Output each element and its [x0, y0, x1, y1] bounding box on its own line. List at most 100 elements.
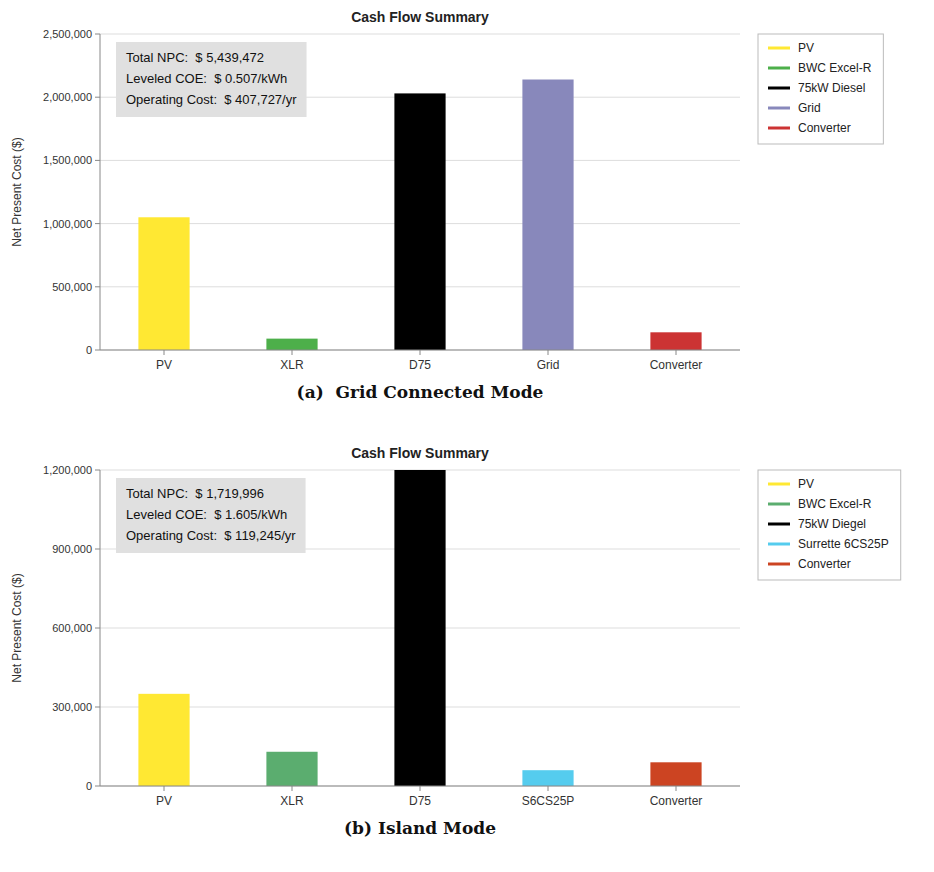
y-tick-label: 1,000,000: [43, 218, 92, 230]
annotation-text: Total NPC: $ 1,719,996: [126, 486, 264, 501]
bar: [138, 694, 189, 786]
y-tick: [95, 160, 100, 161]
bar: [394, 93, 445, 350]
y-tick-label: 300,000: [52, 701, 92, 713]
legend-label: Surrette 6CS25P: [798, 537, 889, 551]
legend-label: Converter: [798, 557, 851, 571]
legend-swatch: [768, 127, 790, 130]
bars: [138, 80, 701, 350]
legend-label: PV: [798, 477, 814, 491]
legend-label: 75kW Diegel: [798, 517, 866, 531]
y-tick: [95, 707, 100, 708]
y-tick: [95, 97, 100, 98]
x-tick: [548, 350, 549, 355]
y-tick-label: 2,500,000: [43, 28, 92, 40]
x-tick: [676, 786, 677, 791]
y-tick-label: 1,200,000: [43, 464, 92, 476]
x-axis-line: [100, 350, 740, 351]
y-tick: [95, 470, 100, 471]
chart-panel: Cash Flow Summary 0 300,000 600,000 900,000 1…: [10, 445, 901, 838]
legend-swatch: [768, 87, 790, 90]
x-tick: [164, 350, 165, 355]
chart-subtitle: (b) Island Mode: [344, 818, 496, 838]
x-tick: [676, 350, 677, 355]
chart-panel: Cash Flow Summary 0 500,000 1,000,000 1,500,…: [10, 9, 883, 402]
y-tick-label: 600,000: [52, 622, 92, 634]
chart-title: Cash Flow Summary: [351, 445, 489, 461]
y-tick: [95, 549, 100, 550]
x-tick-label: D75: [409, 358, 431, 372]
annotation: Total NPC: $ 1,719,996 Leveled COE: $ 1.6…: [116, 478, 306, 553]
bar: [522, 80, 573, 350]
legend-frame: [758, 34, 883, 144]
y-tick: [95, 628, 100, 629]
annotation-box: [116, 42, 307, 117]
x-tick: [548, 786, 549, 791]
y-tick-label: 0: [86, 780, 92, 792]
x-tick: [420, 786, 421, 791]
bar: [266, 752, 317, 786]
y-tick-label: 0: [86, 344, 92, 356]
annotation-text: Operating Cost: $ 119,245/yr: [126, 528, 296, 543]
grid-line: [100, 786, 740, 787]
legend-label: 75kW Diesel: [798, 81, 865, 95]
grid-line: [100, 34, 740, 35]
annotation-text: Leveled COE: $ 1.605/kWh: [126, 507, 287, 522]
legend-label: BWC Excel-R: [798, 497, 872, 511]
bar: [650, 762, 701, 786]
legend-swatch: [768, 503, 790, 506]
legend-label: BWC Excel-R: [798, 61, 872, 75]
y-tick: [95, 786, 100, 787]
bar: [394, 470, 445, 786]
chart-canvas: Cash Flow Summary 0 500,000 1,000,000 1,500,…: [0, 0, 934, 872]
legend-swatch: [768, 107, 790, 110]
x-tick-label: PV: [156, 794, 172, 808]
bar: [650, 332, 701, 350]
legend-label: Grid: [798, 101, 821, 115]
y-tick-label: 1,500,000: [43, 154, 92, 166]
legend: PV BWC Excel-R 75kW Diegel Surrette 6CS25P C…: [758, 470, 901, 580]
x-axis-line: [100, 786, 740, 787]
legend-frame: [758, 470, 901, 580]
grid-line: [100, 350, 740, 351]
x-tick-label: Grid: [537, 358, 560, 372]
legend-swatch: [768, 47, 790, 50]
legend-swatch: [768, 543, 790, 546]
x-tick-label: S6CS25P: [522, 794, 575, 808]
bar: [266, 339, 317, 350]
y-tick-label: 900,000: [52, 543, 92, 555]
x-tick: [420, 350, 421, 355]
y-axis-line: [100, 34, 101, 350]
y-tick: [95, 223, 100, 224]
legend-swatch: [768, 67, 790, 70]
annotation-box: [116, 478, 306, 553]
y-tick-label: 500,000: [52, 281, 92, 293]
legend-label: PV: [798, 41, 814, 55]
bar: [138, 217, 189, 350]
legend-label: Converter: [798, 121, 851, 135]
legend-swatch: [768, 563, 790, 566]
legend: PV BWC Excel-R 75kW Diesel Grid Converter: [758, 34, 883, 144]
y-tick: [95, 34, 100, 35]
y-axis-line: [100, 470, 101, 786]
x-tick-label: Converter: [650, 794, 703, 808]
y-axis-label: Net Present Cost ($): [10, 137, 24, 246]
legend-swatch: [768, 523, 790, 526]
annotation-text: Leveled COE: $ 0.507/kWh: [126, 71, 287, 86]
y-tick-label: 2,000,000: [43, 91, 92, 103]
x-tick-label: D75: [409, 794, 431, 808]
annotation: Total NPC: $ 5,439,472Leveled COE: $ 0.5…: [116, 42, 307, 117]
x-tick-label: XLR: [280, 794, 304, 808]
annotation-text: Operating Cost: $ 407,727/yr: [126, 92, 297, 107]
y-tick: [95, 350, 100, 351]
chart-subtitle: (a) Grid Connected Mode: [297, 382, 544, 402]
chart-title: Cash Flow Summary: [351, 9, 489, 25]
x-tick-label: XLR: [280, 358, 304, 372]
legend-swatch: [768, 483, 790, 486]
bar: [522, 770, 573, 786]
x-tick: [292, 350, 293, 355]
y-tick: [95, 286, 100, 287]
x-tick: [292, 786, 293, 791]
x-tick: [164, 786, 165, 791]
y-axis-label: Net Present Cost ($): [10, 573, 24, 682]
